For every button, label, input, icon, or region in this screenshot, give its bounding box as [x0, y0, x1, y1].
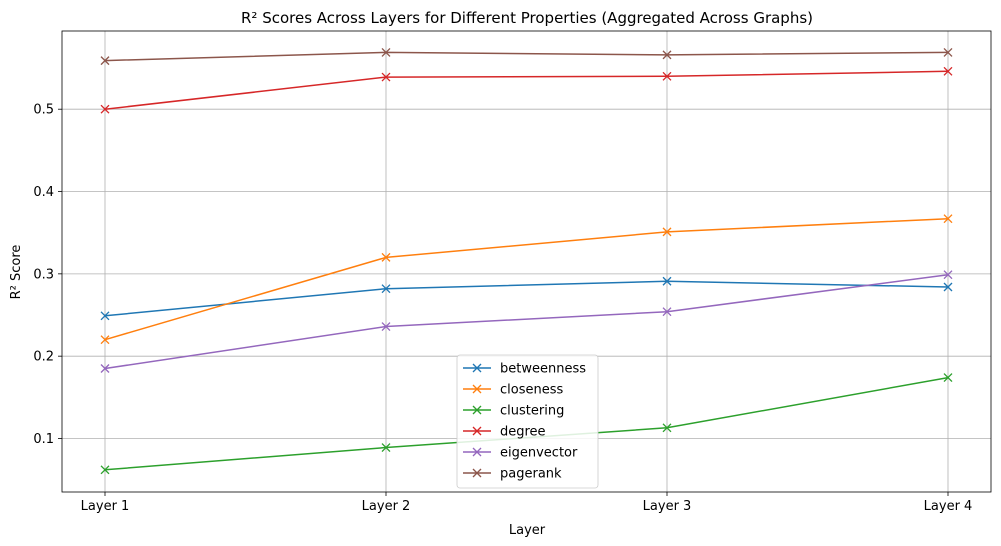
- marker-stroke: [381, 443, 391, 453]
- legend-box: [456, 354, 599, 489]
- data-point-pagerank: [100, 56, 110, 66]
- data-point-degree: [381, 72, 391, 82]
- marker-stroke: [943, 214, 953, 224]
- legend-label: clustering: [500, 404, 564, 419]
- x-tick-label: Layer 2: [362, 499, 411, 514]
- axes: Layer 1 Layer 2 Layer 3 Layer 4 0.1 0.2 0.3 0.4…: [33, 30, 992, 514]
- data-point-degree: [100, 104, 110, 114]
- data-point-clustering: [943, 373, 953, 383]
- data-point-closeness: [943, 214, 953, 224]
- legend-marker-stroke: [472, 384, 482, 394]
- legend-item-eigenvector: eigenvector: [463, 446, 578, 461]
- series-line-closeness: [104, 217, 949, 341]
- legend-label: eigenvector: [500, 446, 578, 461]
- legend-item-betweenness: betweenness: [463, 362, 586, 377]
- legend-item-degree: degree: [463, 425, 546, 440]
- chart-title: R² Scores Across Layers for Different Pr…: [241, 9, 813, 27]
- data-point-pagerank: [943, 47, 953, 57]
- marker-stroke: [943, 66, 953, 76]
- series-line-pagerank: [104, 51, 949, 62]
- legend-label: closeness: [500, 383, 563, 398]
- y-tick-label: 0.4: [33, 185, 54, 200]
- data-point-betweenness: [662, 276, 672, 286]
- x-tick-label: Layer 4: [924, 499, 973, 514]
- legend-label: degree: [500, 425, 546, 440]
- data-point-degree: [662, 71, 672, 81]
- x-tick-label: Layer 1: [81, 499, 130, 514]
- legend-marker-stroke: [472, 468, 482, 478]
- legend-marker-stroke: [472, 363, 482, 373]
- marker-stroke: [662, 71, 672, 81]
- data-point-clustering: [100, 465, 110, 475]
- marker-stroke: [381, 47, 391, 57]
- marker-stroke: [100, 311, 110, 321]
- legend: betweenness closeness clustering degree eige…: [456, 354, 599, 489]
- data-point-betweenness: [381, 284, 391, 294]
- data-point-eigenvector: [943, 270, 953, 280]
- series-line-eigenvector: [104, 273, 949, 370]
- marker-stroke: [100, 465, 110, 475]
- y-tick-label: 0.1: [33, 432, 54, 447]
- marker-stroke: [662, 227, 672, 237]
- legend-item-clustering: clustering: [463, 404, 564, 419]
- data-point-betweenness: [100, 311, 110, 321]
- marker-stroke: [943, 282, 953, 292]
- y-axis-label: R² Score: [9, 245, 24, 300]
- legend-label: betweenness: [500, 362, 586, 377]
- data-point-closeness: [100, 335, 110, 345]
- data-point-closeness: [662, 227, 672, 237]
- legend-marker-stroke: [472, 426, 482, 436]
- data-point-eigenvector: [662, 307, 672, 317]
- marker-stroke: [100, 104, 110, 114]
- legend-marker-stroke: [472, 405, 482, 415]
- legend-marker-stroke: [472, 447, 482, 457]
- marker-stroke: [662, 307, 672, 317]
- data-point-closeness: [381, 252, 391, 262]
- y-tick-label: 0.2: [33, 350, 54, 365]
- data-point-clustering: [381, 443, 391, 453]
- marker-stroke: [662, 423, 672, 433]
- data-point-eigenvector: [100, 364, 110, 373]
- plot-frame: [61, 30, 992, 493]
- data-point-pagerank: [662, 50, 672, 60]
- marker-stroke: [100, 56, 110, 66]
- data-point-eigenvector: [381, 322, 391, 331]
- data-point-betweenness: [943, 282, 953, 292]
- marker-stroke: [100, 335, 110, 345]
- marker-stroke: [381, 284, 391, 294]
- marker-stroke: [943, 47, 953, 57]
- y-tick-label: 0.5: [33, 103, 54, 118]
- legend-item-closeness: closeness: [463, 383, 563, 398]
- data-point-degree: [943, 66, 953, 76]
- marker-stroke: [662, 276, 672, 286]
- marker-stroke: [381, 252, 391, 262]
- series-line-degree: [104, 70, 949, 110]
- marker-stroke: [662, 50, 672, 60]
- x-tick-label: Layer 3: [643, 499, 692, 514]
- x-axis-label: Layer: [509, 523, 546, 538]
- marker-stroke: [381, 72, 391, 82]
- marker-stroke: [381, 322, 391, 331]
- legend-label: pagerank: [500, 467, 562, 482]
- marker-stroke: [943, 270, 953, 280]
- series-line-betweenness: [104, 280, 949, 317]
- y-tick-label: 0.3: [33, 267, 54, 282]
- data-point-pagerank: [381, 47, 391, 57]
- data-point-clustering: [662, 423, 672, 433]
- legend-item-pagerank: pagerank: [463, 467, 562, 482]
- marker-stroke: [943, 373, 953, 383]
- marker-stroke: [100, 364, 110, 373]
